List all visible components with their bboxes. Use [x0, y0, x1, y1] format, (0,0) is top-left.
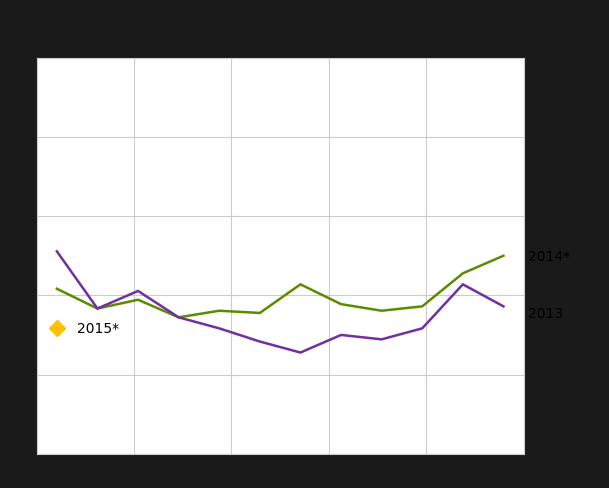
Text: 2015*: 2015* — [77, 322, 119, 336]
Text: 2014*: 2014* — [528, 249, 570, 263]
Text: 2013: 2013 — [528, 306, 563, 320]
